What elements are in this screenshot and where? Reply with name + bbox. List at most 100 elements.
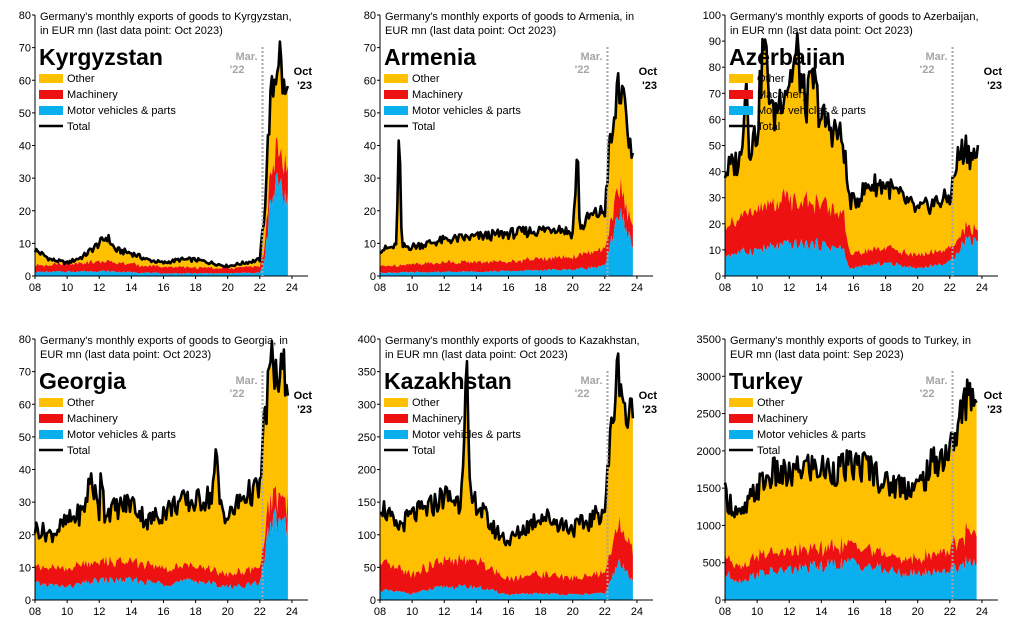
x-tick-label: 14: [470, 606, 482, 618]
chart-title-line: EUR mn (last data point: Oct 2023): [385, 25, 556, 37]
area-motor-vehicles: [380, 207, 633, 276]
country-name: Turkey: [729, 368, 803, 394]
area-machinery: [725, 522, 977, 585]
x-tick-label: 20: [222, 606, 234, 618]
y-tick-label: 80: [19, 10, 31, 22]
y-tick-label: 150: [358, 497, 376, 509]
y-tick-label: 3000: [697, 371, 721, 383]
y-tick-label: 50: [364, 562, 376, 574]
x-tick-label: 16: [847, 606, 859, 618]
x-tick-label: 16: [847, 282, 859, 294]
chart-title-line: Germany's monthly exports of goods to Ky…: [40, 11, 292, 23]
x-tick-label: 18: [534, 282, 546, 294]
x-tick-label: 24: [631, 282, 643, 294]
legend-swatch: [384, 430, 408, 439]
legend-label: Motor vehicles & parts: [412, 105, 521, 117]
y-tick-label: 70: [19, 43, 31, 55]
x-tick-label: 22: [944, 606, 956, 618]
marker-label: Mar.: [235, 51, 257, 63]
y-tick-label: 100: [703, 10, 721, 22]
panel-azerbaijan: 0 10 20 30 40 50 60 70 80 90 100 08 10 12 14 16 18 20 22 24…: [703, 10, 1003, 294]
total-line: [723, 31, 980, 215]
legend-swatch: [384, 398, 408, 407]
y-tick-label: 50: [709, 141, 721, 153]
legend-swatch: [384, 414, 408, 423]
end-label: Oct: [639, 66, 658, 78]
x-tick-label: 20: [567, 282, 579, 294]
y-tick-label: 2000: [697, 446, 721, 458]
legend-label: Machinery: [67, 413, 118, 425]
end-label: '23: [297, 404, 312, 416]
legend-swatch: [384, 106, 408, 115]
legend-label: Motor vehicles & parts: [757, 429, 866, 441]
x-tick-label: 22: [599, 606, 611, 618]
y-tick-label: 80: [364, 10, 376, 22]
marker-label: '22: [230, 64, 245, 76]
legend-label: Motor vehicles & parts: [412, 429, 521, 441]
x-tick-label: 10: [751, 282, 763, 294]
legend-label: Machinery: [412, 413, 463, 425]
marker-label: Mar.: [580, 375, 602, 387]
total-line: [33, 40, 290, 269]
legend-swatch: [384, 74, 408, 83]
country-name: Kazakhstan: [384, 368, 512, 394]
legend-swatch: [39, 430, 63, 439]
legend-label: Motor vehicles & parts: [67, 105, 176, 117]
legend-label: Motor vehicles & parts: [757, 105, 866, 117]
country-name: Georgia: [39, 368, 126, 394]
legend-label: Machinery: [757, 89, 808, 101]
y-tick-label: 400: [358, 334, 376, 346]
area-motor-vehicles: [35, 506, 288, 600]
y-tick-label: 70: [709, 88, 721, 100]
country-name: Armenia: [384, 44, 476, 70]
area-machinery: [35, 136, 288, 274]
legend-label: Machinery: [757, 413, 808, 425]
legend-swatch: [729, 74, 753, 83]
panel-turkey: 0 500 1000 1500 2000 2500 3000 3500 08 10 12 14 16 18…: [697, 334, 1003, 618]
y-tick-label: 30: [709, 193, 721, 205]
country-name: Kyrgyzstan: [39, 44, 163, 70]
y-tick-label: 20: [19, 530, 31, 542]
x-tick-label: 24: [286, 606, 298, 618]
x-tick-label: 16: [157, 606, 169, 618]
y-tick-label: 0: [25, 271, 31, 283]
legend-label: Total: [67, 445, 90, 457]
y-tick-label: 0: [25, 595, 31, 607]
y-tick-label: 40: [19, 465, 31, 477]
x-tick-label: 22: [254, 282, 266, 294]
legend-label: Total: [757, 121, 780, 133]
x-tick-label: 08: [374, 282, 386, 294]
x-tick-label: 10: [61, 606, 73, 618]
end-label: Oct: [294, 66, 313, 78]
y-tick-label: 250: [358, 432, 376, 444]
legend-label: Machinery: [412, 89, 463, 101]
x-tick-label: 22: [944, 282, 956, 294]
y-tick-label: 60: [19, 399, 31, 411]
marker-label: Mar.: [925, 375, 947, 387]
x-tick-label: 12: [783, 282, 795, 294]
y-tick-label: 0: [715, 595, 721, 607]
legend-label: Motor vehicles & parts: [67, 429, 176, 441]
y-tick-label: 30: [19, 497, 31, 509]
y-tick-label: 80: [709, 62, 721, 74]
legend-swatch: [729, 430, 753, 439]
legend-swatch: [729, 414, 753, 423]
area-motor-vehicles: [725, 235, 978, 276]
x-tick-label: 14: [815, 606, 827, 618]
total-line: [379, 352, 635, 547]
chart-title-line: in EUR mn (last data point: Oct 2023): [40, 25, 223, 37]
y-tick-label: 0: [715, 271, 721, 283]
x-tick-label: 12: [93, 282, 105, 294]
chart-title-line: Germany's monthly exports of goods to Ka…: [385, 335, 640, 347]
x-tick-label: 16: [157, 282, 169, 294]
x-tick-label: 08: [719, 606, 731, 618]
chart-title-line: Germany's monthly exports of goods to Ar…: [385, 11, 634, 23]
x-tick-label: 16: [502, 282, 514, 294]
area-other: [380, 353, 633, 582]
chart-title-line: Germany's monthly exports of goods to Az…: [730, 11, 979, 23]
legend-label: Other: [412, 397, 440, 409]
y-tick-label: 60: [364, 75, 376, 87]
x-tick-label: 14: [470, 282, 482, 294]
legend-label: Other: [67, 73, 95, 85]
